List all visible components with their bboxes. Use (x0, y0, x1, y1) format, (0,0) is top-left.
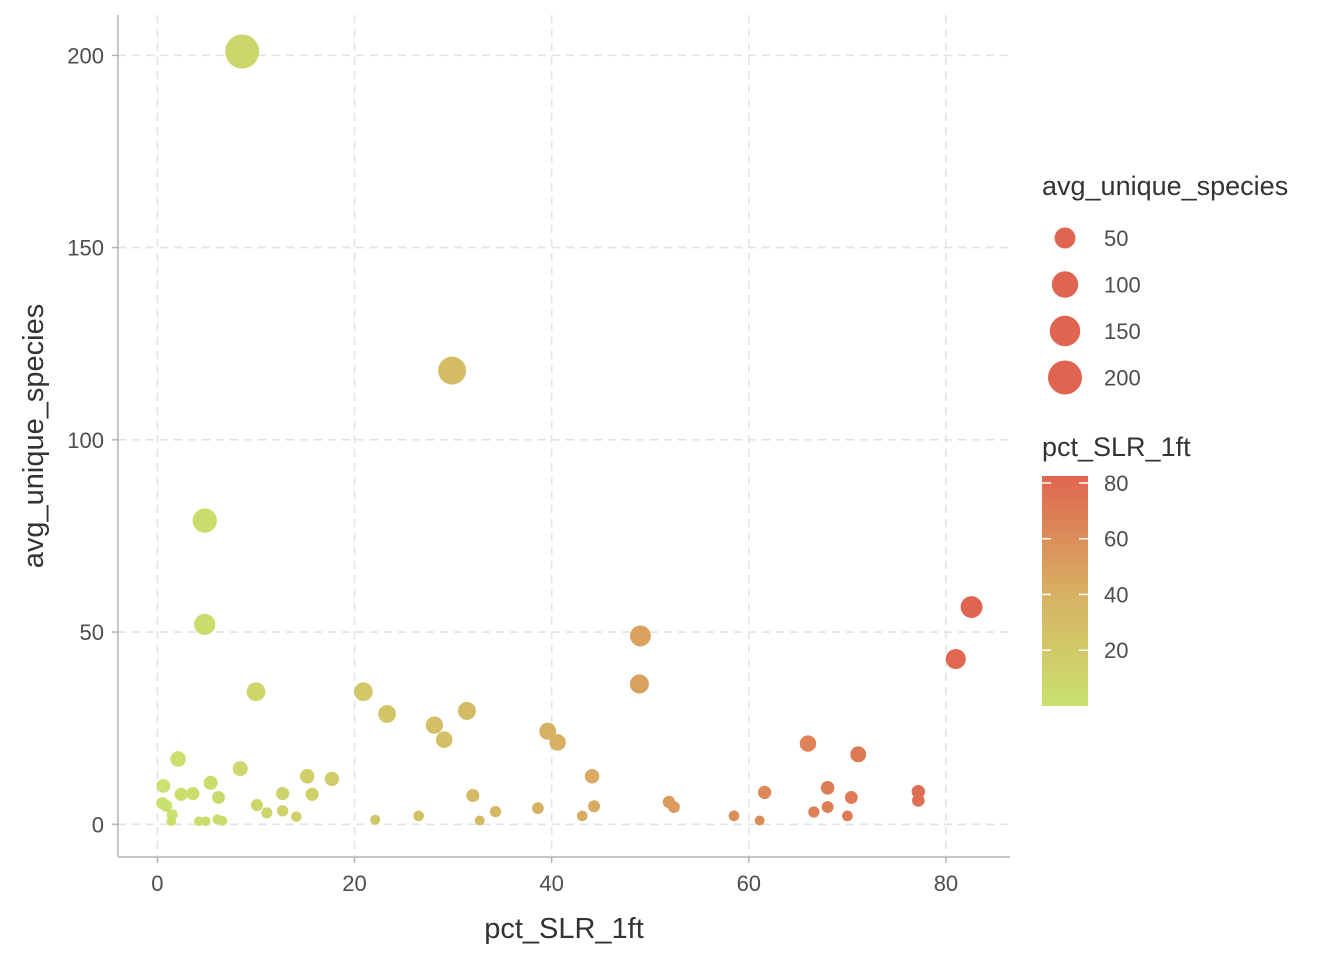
data-point (945, 648, 966, 670)
x-tick-label: 60 (737, 871, 761, 896)
data-point (728, 810, 740, 822)
size-legend-label: 150 (1104, 319, 1141, 344)
color-bar-label: 20 (1104, 638, 1128, 663)
data-point (212, 790, 225, 804)
data-point (850, 746, 867, 763)
color-bar-label: 80 (1104, 471, 1128, 496)
data-point (584, 769, 600, 784)
data-point (799, 735, 817, 752)
data-point (203, 775, 218, 790)
data-point (192, 508, 217, 533)
x-tick-label: 40 (539, 871, 563, 896)
y-tick-label: 200 (67, 43, 104, 68)
data-point (160, 799, 173, 812)
x-tick-labels: 0 20 40 60 80 (151, 871, 958, 896)
data-point (912, 794, 925, 807)
data-point (276, 786, 290, 801)
color-legend: pct_SLR_1ft 20 40 60 80 (1042, 432, 1191, 706)
data-point (474, 815, 485, 826)
color-bar (1042, 476, 1088, 706)
data-point (820, 780, 835, 795)
data-point (194, 613, 216, 636)
size-legend-key (1054, 227, 1076, 249)
size-legend-key (1051, 271, 1079, 298)
data-point (425, 716, 444, 734)
data-point (232, 761, 248, 777)
data-point (225, 34, 260, 69)
y-tick-labels: 0 50 100 150 200 (67, 43, 104, 837)
data-point (821, 801, 834, 813)
size-legend: avg_unique_species 50 100 150 200 (1042, 171, 1288, 395)
data-point (531, 802, 544, 815)
data-point (754, 815, 765, 826)
data-point (413, 810, 424, 822)
data-point (324, 771, 340, 787)
size-legend-label: 200 (1104, 366, 1141, 391)
data-point (539, 722, 557, 740)
size-legend-title: avg_unique_species (1042, 171, 1288, 201)
data-point (305, 787, 319, 801)
data-point (156, 778, 171, 793)
data-point (457, 701, 476, 720)
y-axis-title: avg_unique_species (18, 304, 50, 568)
data-point (489, 805, 502, 818)
data-point (960, 596, 983, 619)
x-tick-label: 0 (151, 871, 163, 896)
x-tick-label: 20 (342, 871, 366, 896)
data-point (200, 816, 211, 827)
axes (112, 15, 1010, 863)
x-tick-label: 80 (934, 871, 958, 896)
data-point (174, 787, 188, 801)
data-point (808, 806, 820, 818)
data-points (156, 34, 983, 827)
data-point (170, 751, 186, 767)
data-point (629, 625, 651, 647)
size-legend-key (1049, 315, 1081, 347)
data-point (378, 705, 397, 723)
data-point (246, 682, 266, 702)
y-tick-label: 100 (67, 428, 104, 453)
data-point (844, 790, 858, 804)
data-point (667, 801, 680, 813)
data-point (193, 816, 204, 827)
color-bar-label: 40 (1104, 582, 1128, 607)
data-point (842, 810, 853, 822)
data-point (291, 811, 302, 822)
data-point (276, 805, 289, 817)
data-point (629, 674, 649, 694)
data-point (370, 814, 381, 825)
size-legend-key (1048, 360, 1082, 395)
data-point (438, 356, 467, 385)
data-point (217, 815, 228, 826)
data-point (250, 799, 264, 812)
data-point (186, 786, 200, 801)
color-legend-title: pct_SLR_1ft (1042, 432, 1191, 462)
data-point (588, 800, 601, 813)
data-point (261, 807, 273, 819)
data-point (354, 682, 373, 702)
gridlines (118, 15, 1010, 857)
x-axis-title: pct_SLR_1ft (484, 913, 644, 945)
data-point (166, 816, 177, 827)
data-point (299, 769, 315, 784)
data-point (757, 785, 772, 800)
color-bar-label: 60 (1104, 527, 1128, 552)
data-point (911, 784, 926, 799)
size-legend-label: 50 (1104, 226, 1128, 251)
data-point (576, 810, 588, 822)
y-tick-label: 50 (80, 620, 104, 645)
y-tick-label: 0 (92, 812, 104, 837)
data-point (466, 788, 480, 803)
data-point (549, 734, 566, 751)
size-legend-label: 100 (1104, 273, 1141, 298)
y-tick-label: 150 (67, 236, 104, 261)
data-point (435, 731, 453, 749)
